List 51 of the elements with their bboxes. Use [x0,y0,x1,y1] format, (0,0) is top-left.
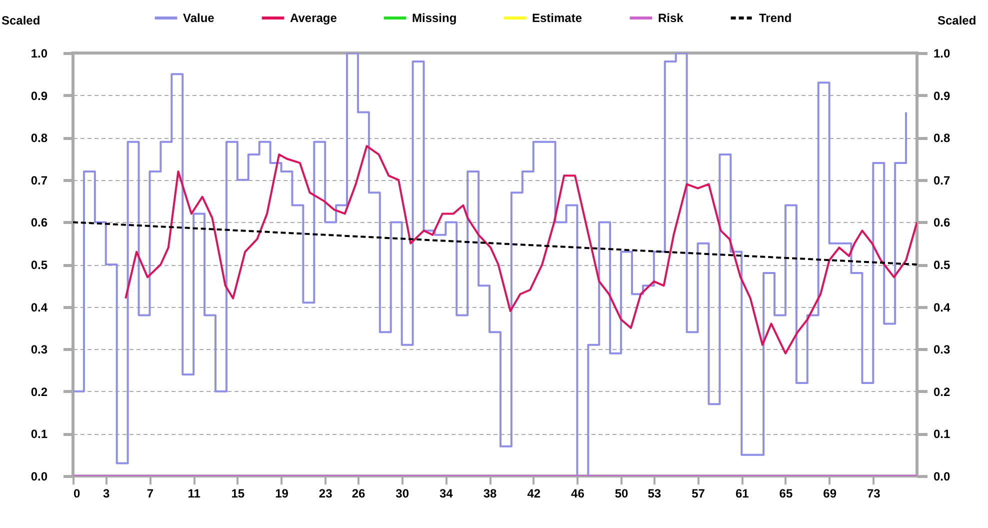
x-tick-label: 50 [614,486,629,500]
y-tick-label: 0.0 [30,470,48,484]
y2-tick-label: 1.0 [934,46,951,60]
x-tick-label: 61 [735,486,750,500]
x-tick-label: 42 [527,486,541,500]
legend-label: Average [290,11,338,25]
y-tick-label: 0.4 [30,300,48,314]
x-tick-label: 34 [439,486,454,500]
y-tick-label: 0.1 [30,427,48,442]
y-axis-title: Scaled [2,14,40,28]
y-tick-label: 0.8 [30,131,48,146]
line-series [124,145,917,354]
x-tick-label: 7 [146,486,154,500]
y2-tick-label: 0.3 [934,342,951,357]
legend-label: Trend [759,11,792,25]
x-tick-label: 69 [823,486,837,500]
x-tick-label: 46 [571,486,585,500]
legend-label: Estimate [532,11,582,25]
y2-tick-label: 0.2 [934,384,951,399]
x-tick-label: 23 [318,486,333,500]
y2-tick-label: 0.0 [934,470,951,484]
x-tick-label: 53 [648,486,662,500]
y-tick-label: 0.3 [30,342,48,357]
y-tick-label: 0.9 [30,88,48,103]
y2-tick-label: 0.5 [934,258,951,272]
legend-label: Missing [412,11,457,25]
legend-label: Value [183,11,215,25]
x-tick-label: 0 [74,486,80,500]
x-tick-label: 73 [866,486,881,500]
y2-tick-label: 0.9 [934,88,951,103]
x-tick-label: 11 [188,486,201,500]
x-tick-label: 38 [483,486,498,500]
x-tick-label: 57 [692,486,706,500]
x-tick-label: 30 [396,486,410,500]
y-tick-label: 0.5 [30,258,48,272]
y2-tick-label: 0.8 [934,131,951,146]
legend-label: Risk [658,11,684,25]
y-tick-label: 0.2 [30,384,48,399]
x-tick-label: 19 [275,486,289,500]
y-tick-label: 0.7 [30,173,48,188]
y-tick-label: 0.6 [30,216,48,230]
y2-tick-label: 0.4 [934,300,951,314]
y-tick-label: 1.0 [30,46,48,60]
y2-axis-title: Scaled [938,14,976,28]
y2-tick-label: 0.1 [934,427,951,442]
x-tick-label: 65 [779,486,793,500]
y2-tick-label: 0.7 [934,173,951,188]
x-tick-label: 15 [231,486,245,500]
x-tick-label: 26 [352,486,366,500]
x-tick-label: 3 [103,486,110,500]
y2-tick-label: 0.6 [934,216,951,230]
